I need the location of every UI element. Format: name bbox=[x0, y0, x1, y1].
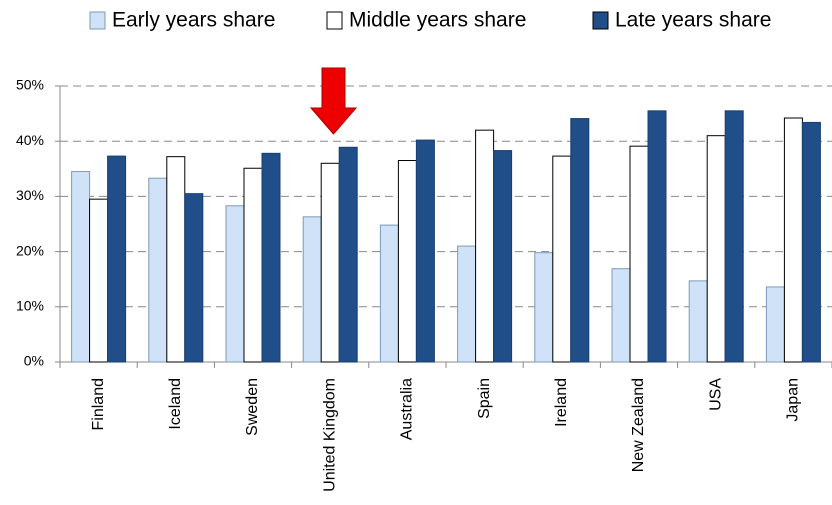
y-tick-label: 50% bbox=[16, 77, 44, 93]
legend-swatch bbox=[89, 11, 106, 30]
x-tick-label: New Zealand bbox=[630, 378, 647, 472]
bar bbox=[611, 268, 631, 363]
x-tick-label: Iceland bbox=[167, 378, 184, 430]
bar bbox=[801, 121, 821, 363]
bar bbox=[302, 216, 322, 363]
x-tick-label: United Kingdom bbox=[321, 378, 338, 492]
bar bbox=[184, 193, 204, 363]
bar bbox=[148, 177, 168, 363]
bar bbox=[320, 162, 340, 363]
y-tick-label: 40% bbox=[16, 132, 44, 148]
legend-label: Early years share bbox=[112, 9, 275, 32]
x-tick-label: Japan bbox=[785, 378, 802, 422]
bar bbox=[379, 224, 399, 363]
y-tick-label: 20% bbox=[16, 242, 44, 258]
bar bbox=[552, 155, 572, 363]
x-tick-label: Australia bbox=[399, 378, 416, 440]
y-tick-label: 30% bbox=[16, 187, 44, 203]
bar bbox=[166, 156, 186, 363]
bar bbox=[534, 252, 554, 363]
x-tick-label: Sweden bbox=[244, 378, 261, 436]
x-tick-label: Finland bbox=[90, 378, 107, 430]
bar bbox=[89, 198, 109, 363]
bar bbox=[475, 129, 495, 363]
bar bbox=[243, 167, 263, 363]
legend-swatch bbox=[592, 11, 609, 30]
y-tick-label: 0% bbox=[24, 353, 44, 369]
bar bbox=[397, 160, 417, 363]
bar bbox=[570, 118, 590, 363]
bar bbox=[783, 117, 803, 363]
arrow-annotation bbox=[309, 67, 358, 135]
x-tick-label: Spain bbox=[476, 378, 493, 419]
legend-label: Middle years share bbox=[349, 9, 526, 32]
bar bbox=[261, 152, 281, 363]
bar bbox=[71, 171, 91, 363]
bar bbox=[765, 286, 785, 363]
legend-swatch bbox=[326, 11, 343, 30]
bar bbox=[415, 139, 435, 363]
bar bbox=[706, 135, 726, 363]
x-tick-label: USA bbox=[707, 378, 724, 411]
bar bbox=[338, 146, 358, 363]
bar bbox=[493, 150, 513, 363]
bar bbox=[107, 155, 127, 363]
legend-label: Late years share bbox=[615, 9, 771, 32]
bar bbox=[457, 245, 477, 363]
bar bbox=[225, 205, 245, 363]
bar bbox=[629, 145, 649, 363]
bar bbox=[647, 110, 667, 363]
x-tick-label: Ireland bbox=[553, 378, 570, 427]
bar bbox=[688, 280, 708, 363]
bar bbox=[724, 110, 744, 363]
y-tick-label: 10% bbox=[16, 298, 44, 314]
plot: 0% 10% 20% 30% 40% 50% Finland Iceland Sweden Uni… bbox=[16, 9, 832, 492]
